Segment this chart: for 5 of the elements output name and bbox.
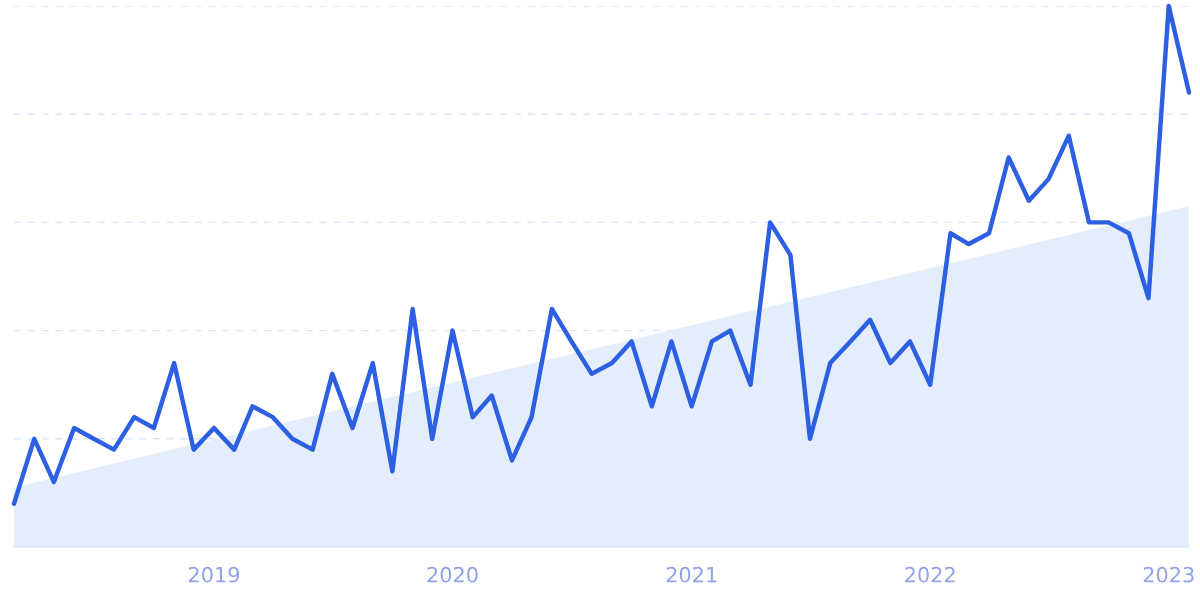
x-tick-label: 2023	[1143, 566, 1194, 583]
x-tick-label: 2019	[188, 566, 240, 583]
x-tick-label: 2020	[427, 566, 478, 583]
x-tick-label: 2021	[666, 566, 717, 583]
x-tick-label: 2022	[905, 566, 955, 583]
